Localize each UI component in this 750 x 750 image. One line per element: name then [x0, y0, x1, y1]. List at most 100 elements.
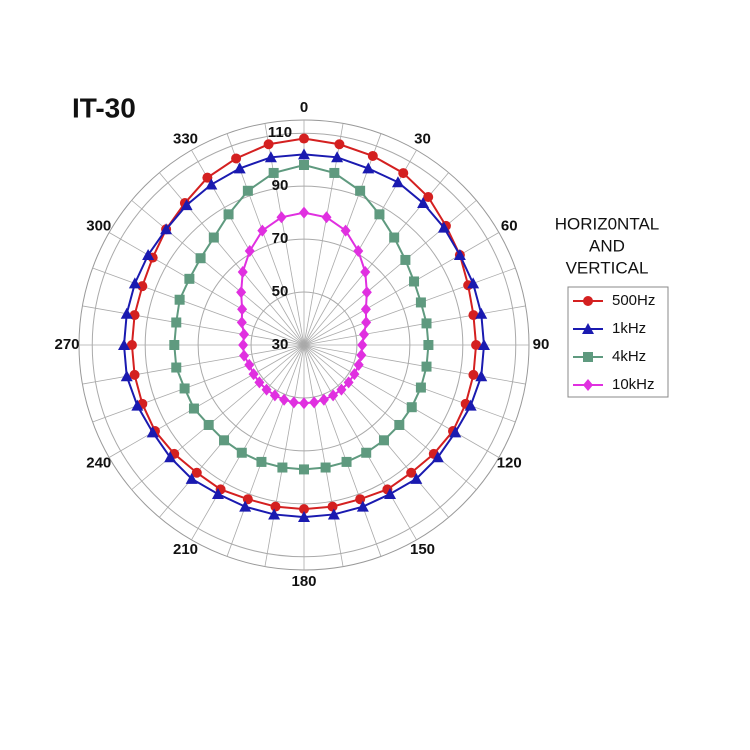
- radial-tick-label: 110: [268, 124, 292, 141]
- marker: [449, 426, 462, 438]
- marker: [248, 368, 259, 381]
- marker: [360, 303, 371, 316]
- marker: [417, 197, 430, 209]
- marker: [361, 286, 372, 299]
- marker: [327, 508, 340, 520]
- marker: [205, 178, 218, 190]
- spoke: [303, 344, 477, 490]
- marker: [357, 339, 368, 351]
- marker: [362, 162, 375, 174]
- legend-box: [567, 286, 669, 398]
- legend-title: HORIZ0NTAL: [555, 214, 660, 233]
- legend-label: 500Hz: [612, 292, 655, 309]
- marker: [334, 139, 345, 150]
- marker: [398, 168, 409, 179]
- spoke: [92, 267, 305, 346]
- marker: [185, 472, 198, 484]
- spoke: [108, 232, 305, 346]
- marker: [146, 426, 159, 438]
- marker: [583, 379, 593, 391]
- marker: [277, 462, 288, 473]
- marker: [475, 370, 488, 382]
- marker: [423, 191, 434, 202]
- marker: [238, 339, 249, 351]
- marker: [318, 393, 329, 406]
- marker: [299, 397, 309, 410]
- marker: [415, 382, 426, 393]
- marker: [298, 511, 310, 523]
- spoke: [191, 344, 305, 541]
- spoke: [303, 344, 449, 518]
- angle-label: 180: [291, 573, 316, 590]
- spoke: [82, 305, 305, 346]
- marker: [361, 316, 372, 329]
- marker: [423, 340, 434, 350]
- marker: [233, 162, 246, 174]
- angle-label: 330: [173, 131, 198, 148]
- marker: [254, 376, 265, 389]
- marker: [471, 340, 482, 350]
- spoke: [303, 344, 344, 567]
- marker: [137, 281, 148, 292]
- marker: [203, 419, 214, 430]
- marker: [468, 369, 479, 380]
- marker: [195, 253, 206, 264]
- marker: [410, 472, 423, 484]
- angle-label: 30: [414, 131, 431, 148]
- marker: [142, 249, 155, 260]
- marker: [358, 328, 369, 341]
- marker: [389, 232, 400, 243]
- marker: [327, 501, 338, 512]
- spoke: [303, 344, 516, 423]
- marker: [128, 277, 141, 289]
- marker: [164, 451, 177, 463]
- marker: [242, 185, 253, 196]
- marker: [244, 245, 255, 258]
- marker: [160, 223, 173, 235]
- marker: [237, 266, 248, 279]
- marker: [336, 383, 347, 396]
- spoke: [303, 200, 477, 346]
- marker: [236, 286, 247, 299]
- marker: [367, 150, 378, 161]
- marker: [341, 456, 352, 467]
- marker: [126, 340, 137, 350]
- spoke: [303, 305, 526, 346]
- angle-label: 210: [173, 541, 198, 558]
- marker: [256, 456, 267, 467]
- marker: [331, 151, 344, 163]
- marker: [298, 148, 310, 160]
- legend-label: 4kHz: [612, 348, 646, 365]
- marker: [263, 139, 274, 150]
- marker: [171, 317, 182, 328]
- chart-title: IT-30: [72, 92, 136, 123]
- legend-title: VERTICAL: [566, 258, 649, 277]
- marker: [328, 389, 339, 402]
- marker: [299, 133, 309, 144]
- marker: [356, 500, 369, 512]
- angle-label: 300: [86, 217, 111, 234]
- marker: [171, 362, 182, 373]
- marker: [257, 224, 268, 237]
- marker: [464, 399, 477, 411]
- spoke: [92, 344, 305, 423]
- marker: [361, 447, 372, 458]
- marker: [219, 435, 230, 446]
- marker: [276, 211, 287, 224]
- radial-tick-label: 50: [272, 283, 289, 300]
- marker: [179, 383, 190, 394]
- marker: [340, 224, 351, 237]
- marker: [120, 370, 133, 382]
- marker: [475, 307, 488, 319]
- spoke: [303, 344, 417, 541]
- spoke: [303, 267, 516, 346]
- marker: [360, 266, 371, 279]
- angle-label: 0: [300, 99, 308, 116]
- marker: [131, 399, 144, 411]
- marker: [394, 419, 405, 430]
- spoke: [303, 232, 500, 346]
- radial-tick-label: 30: [272, 336, 289, 353]
- marker: [191, 467, 202, 478]
- angle-label: 120: [497, 454, 522, 471]
